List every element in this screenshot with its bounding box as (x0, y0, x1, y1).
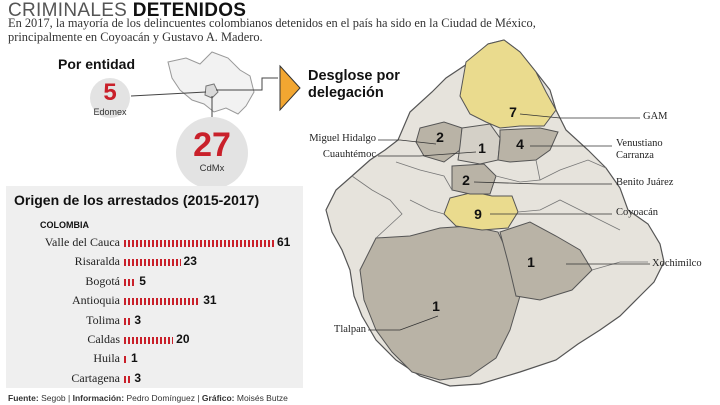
origen-row-label: Bogotá (85, 273, 120, 288)
origen-row-bar (124, 259, 181, 267)
origen-row-label: Caldas (87, 332, 120, 346)
origen-row-value: 3 (134, 370, 142, 385)
edomex-value: 5 (103, 79, 117, 106)
label-venustiano-carranza: Venustiano Carranza (616, 138, 663, 161)
benito-juarez-value: 2 (462, 172, 470, 188)
origen-row-bar (124, 240, 274, 247)
miguel-hidalgo-value: 2 (436, 129, 444, 145)
arrow-icon (279, 64, 301, 112)
origen-row-value: 20 (176, 332, 190, 346)
origen-row-label: Cartagena (71, 370, 120, 385)
origen-row: Antioquia 31 (0, 293, 300, 309)
origen-row: Caldas 20 (0, 332, 300, 348)
country-label: COLOMBIA (40, 220, 89, 230)
venustiano-carranza-value: 4 (516, 136, 524, 152)
origen-row-bar (124, 337, 174, 344)
origen-panel (6, 186, 303, 388)
label-cuauhtemoc: Cuauhtémoc (322, 149, 376, 160)
origen-row-bar (124, 375, 132, 383)
origen-row: Valle del Cauca 61 (0, 235, 300, 251)
desglose-heading: Desglose por delegación (308, 68, 400, 101)
origen-row-value: 23 (183, 254, 197, 269)
label-miguel-hidalgo: Miguel Hidalgo (309, 133, 376, 144)
infographic-subtitle: En 2017, la mayoría de los delincuentes … (8, 16, 536, 44)
label-benito-juarez: Benito Juárez (616, 177, 674, 188)
cuauhtemoc-value: 1 (478, 140, 486, 156)
origen-row-bar (124, 278, 137, 286)
origen-row: Tolima 3 (0, 313, 300, 329)
cdmx-value: 27 (193, 126, 231, 164)
xochimilco-value: 1 (527, 254, 535, 270)
origen-row-bar (124, 298, 201, 306)
origen-row-value: 61 (277, 235, 291, 249)
edomex-circle: 5 (90, 78, 130, 118)
edomex-label: Edomex (93, 107, 127, 117)
origen-row-label: Risaralda (74, 254, 120, 269)
footer-credits: Fuente: Segob | Información: Pedro Domín… (8, 393, 288, 403)
leader-lines (368, 113, 650, 331)
origen-row-value: 31 (203, 293, 217, 308)
origen-row-label: Valle del Cauca (44, 235, 120, 249)
origen-row: Huila 1 (0, 351, 300, 367)
origen-row-value: 1 (131, 351, 138, 366)
origen-row-value: 3 (134, 312, 142, 327)
origen-row-bar (124, 356, 128, 364)
label-gam: GAM (643, 111, 668, 122)
label-tlalpan: Tlalpan (333, 324, 366, 335)
cdmx-map (325, 39, 665, 387)
por-entidad-heading: Por entidad (58, 56, 136, 72)
label-coyoacan: Coyoacán (616, 207, 658, 218)
edomex-connector (130, 91, 207, 97)
tlalpan-value: 1 (432, 298, 440, 314)
origen-row-bar (124, 317, 132, 325)
coyoacan-value: 9 (474, 206, 482, 222)
origen-row-label: Tolima (86, 312, 120, 327)
mini-cdmx-outline (167, 51, 255, 115)
origen-row-value: 5 (139, 273, 146, 288)
origen-row-label: Huila (93, 351, 120, 366)
cdmx-label: CdMx (199, 163, 225, 174)
cdmx-circle: 27 (176, 117, 248, 189)
gam-value: 7 (509, 104, 517, 120)
label-xochimilco: Xochimilco (652, 258, 702, 269)
origen-row: Bogotá 5 (0, 274, 300, 290)
origen-row-label: Antioquia (72, 293, 120, 308)
infographic-title: CRIMINALES DETENIDOS (8, 0, 247, 21)
origen-title: Origen de los arrestados (2015-2017) (14, 192, 260, 208)
origen-row: Risaralda 23 (0, 254, 300, 270)
desglose-connector (216, 77, 278, 91)
origen-row: Cartagena 3 (0, 371, 300, 387)
